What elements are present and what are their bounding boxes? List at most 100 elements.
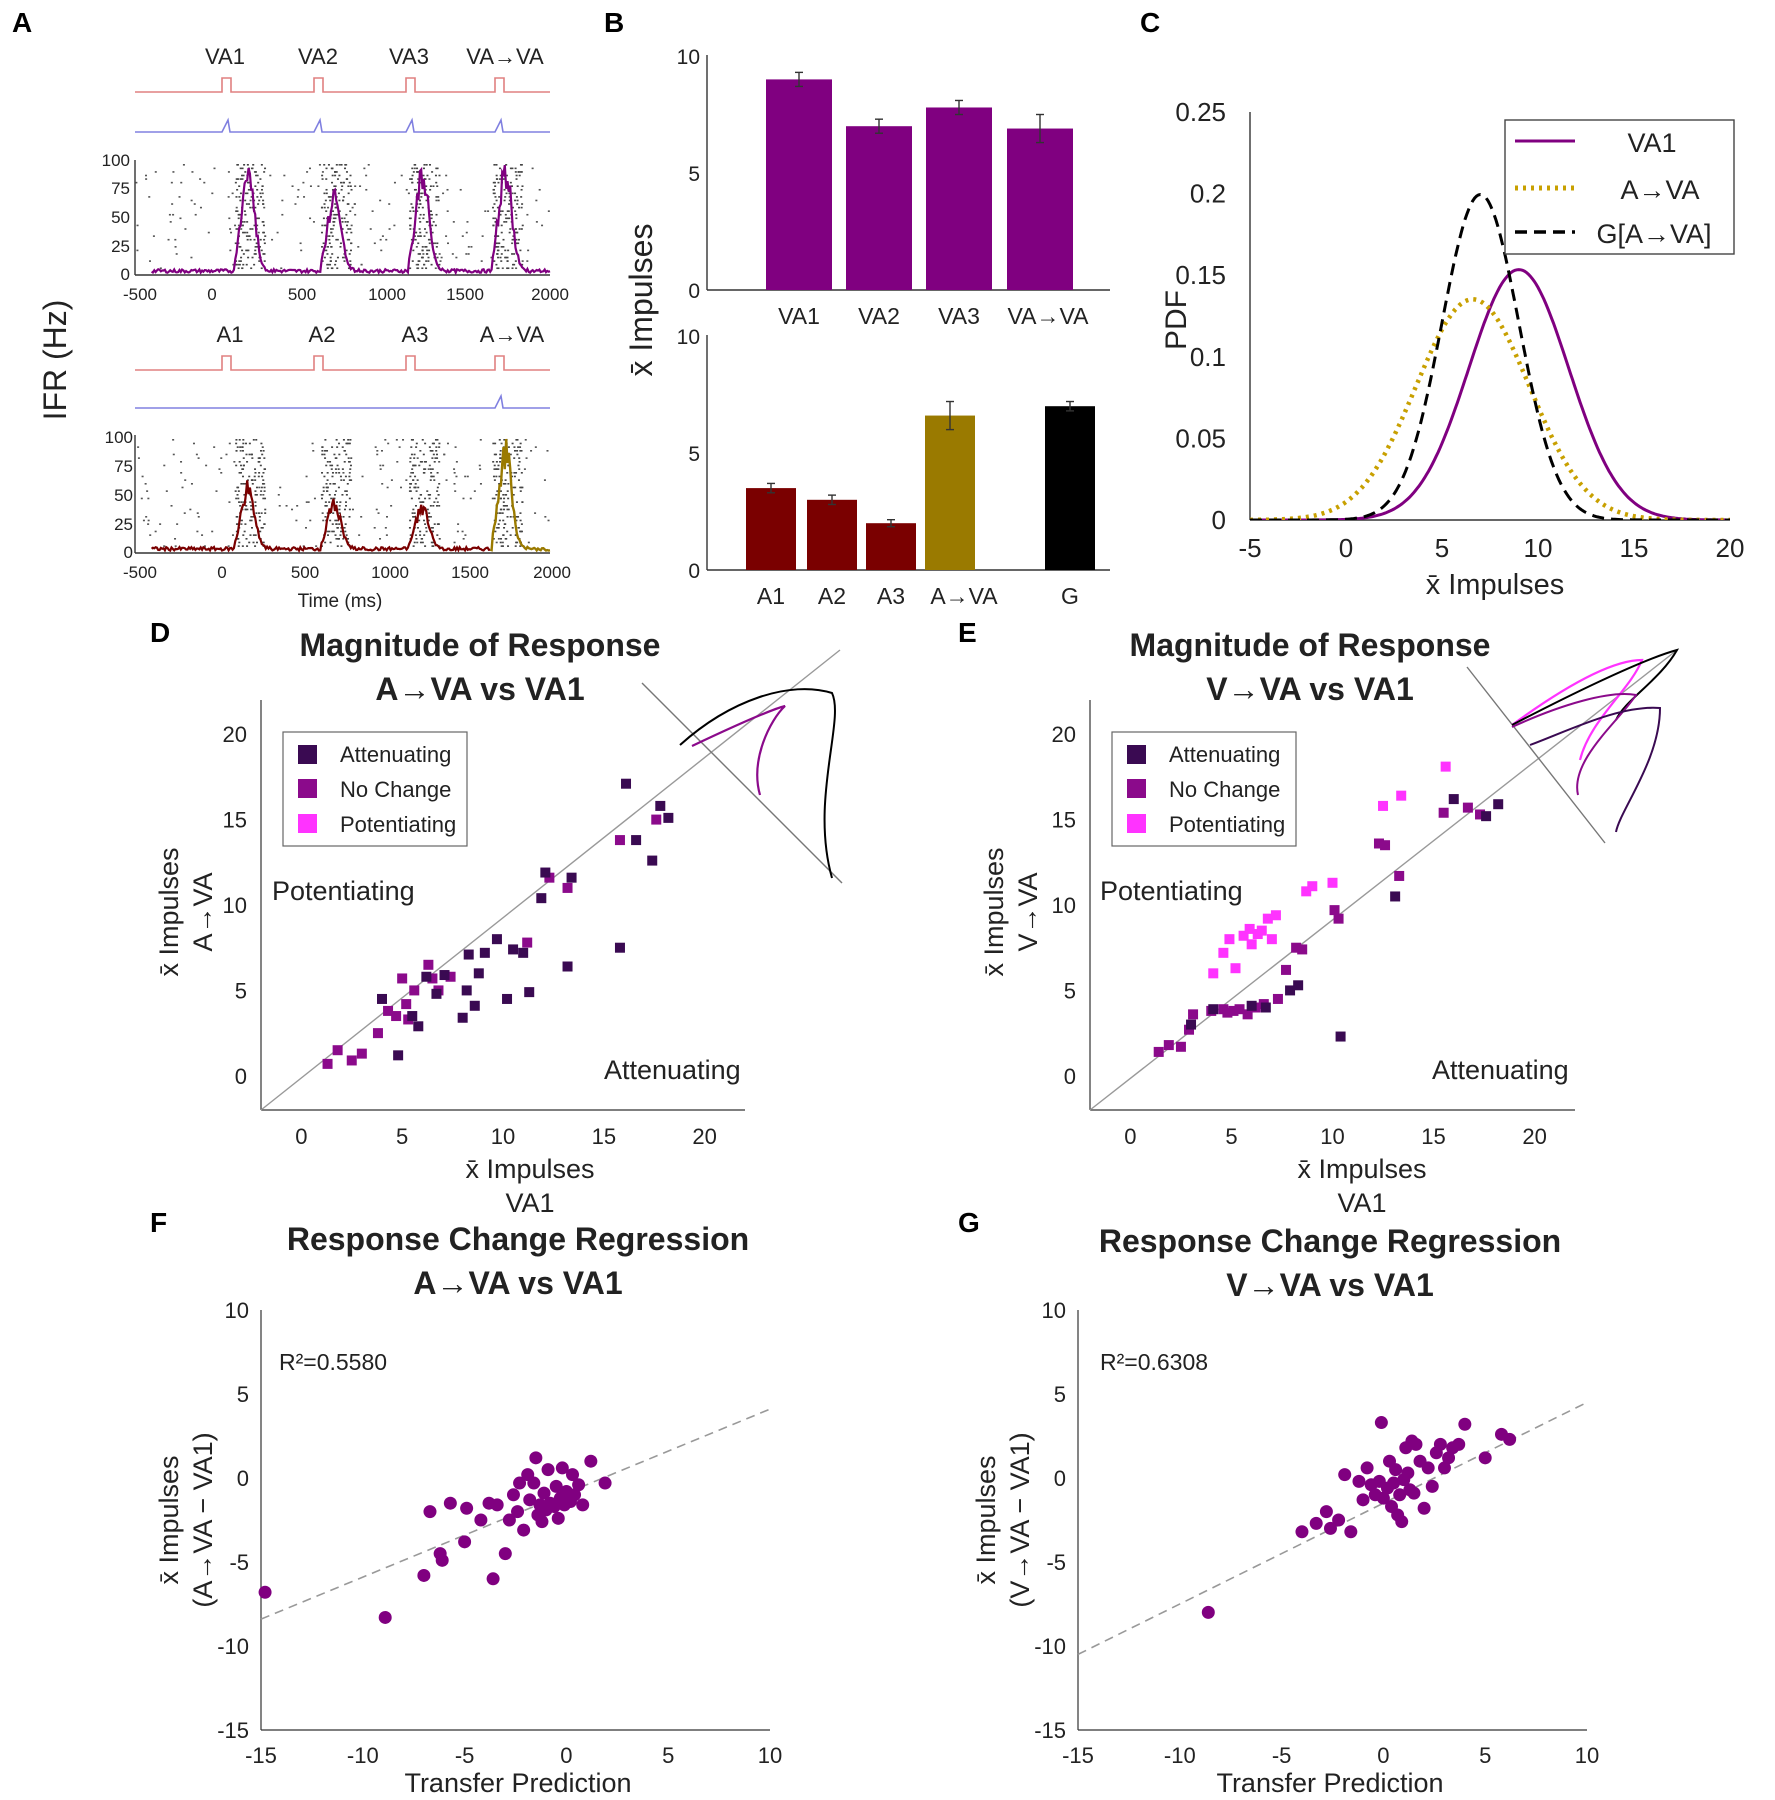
stim-label-a2: A2 (309, 322, 336, 347)
raster-spike (338, 505, 341, 507)
panel-e-inset-va (1511, 648, 1680, 726)
raster-spike (436, 486, 439, 489)
raster-spike (405, 188, 408, 191)
scatter-point (549, 1479, 563, 1493)
raster-spike (521, 224, 524, 227)
raster-spike (247, 235, 250, 237)
raster-spike (323, 224, 326, 227)
raster-spike (326, 263, 329, 266)
raster-spike (467, 246, 470, 248)
raster-spike (278, 505, 281, 507)
panel-b-ylabel: x̄ Impulses (623, 224, 659, 377)
raster-spike (235, 263, 238, 266)
raster-spike (414, 505, 417, 507)
scatter-point (1262, 913, 1273, 924)
raster-spike (342, 181, 345, 184)
raster-spike (240, 256, 243, 259)
raster-spike (420, 494, 423, 496)
raster-spike (258, 516, 261, 518)
tick: 10 (225, 1298, 249, 1323)
raster-spike (519, 249, 522, 252)
raster-spike (142, 519, 145, 522)
raster-spike (420, 196, 423, 198)
raster-spike (261, 475, 264, 478)
tick: -5 (1046, 1550, 1066, 1575)
raster-spike (393, 181, 396, 184)
raster-spike (496, 490, 499, 492)
raster-spike (424, 468, 427, 470)
raster-spike (347, 442, 350, 445)
raster-spike (345, 213, 348, 216)
raster-spike (518, 468, 521, 470)
raster-spike (331, 235, 334, 237)
raster-spike (514, 534, 517, 536)
raster-spike (190, 483, 193, 485)
bar-va2 (846, 126, 912, 290)
raster-spike (507, 508, 510, 511)
raster-spike (419, 461, 422, 463)
raster-spike (329, 228, 332, 230)
raster-spike (199, 178, 202, 180)
raster-spike (264, 468, 267, 470)
raster-spike (248, 541, 251, 544)
raster-spike (193, 203, 196, 205)
scatter-point (393, 1050, 404, 1061)
raster-spike (437, 196, 440, 198)
raster-spike (493, 164, 496, 166)
raster-spike (493, 453, 496, 456)
tick: 5 (396, 1124, 408, 1149)
raster-spike (380, 249, 383, 252)
raster-spike (244, 199, 247, 202)
scatter-point (1175, 1041, 1186, 1052)
raster-spike (442, 192, 445, 195)
raster-spike (238, 246, 241, 248)
tick: 0 (560, 1743, 572, 1768)
scatter-point (555, 1461, 569, 1475)
raster-spike (256, 224, 259, 227)
raster-spike (263, 523, 266, 525)
panel-a-top-stim-labels: VA1 VA2 VA3 VA→VA (205, 44, 544, 69)
raster-spike (507, 267, 510, 270)
raster-spike (492, 224, 495, 227)
raster-spike (504, 256, 507, 259)
scatter-point (1407, 1486, 1421, 1500)
panel-f-title-1: Response Change Regression (287, 1221, 749, 1257)
raster-spike (247, 256, 250, 259)
raster-spike (348, 516, 351, 518)
raster-spike (338, 164, 341, 166)
scatter-point (511, 1505, 525, 1519)
tick: 0 (688, 560, 700, 583)
raster-spike (416, 527, 419, 529)
raster-spike (417, 486, 420, 489)
scatter-point (631, 835, 642, 846)
panel-b-bottom-yticks: 10 5 0 (677, 326, 700, 583)
raster-spike (323, 192, 326, 195)
raster-spike (242, 442, 245, 445)
raster-spike (509, 167, 512, 170)
raster-spike (346, 178, 349, 180)
raster-spike (237, 213, 240, 216)
raster-spike (333, 453, 336, 456)
tick: 20 (223, 722, 247, 747)
raster-spike (357, 246, 360, 248)
raster-spike (338, 508, 341, 511)
raster-spike (419, 231, 422, 234)
scatter-point (508, 944, 519, 955)
raster-spike (235, 439, 238, 441)
raster-spike (409, 178, 412, 180)
raster-spike (321, 206, 324, 209)
raster-spike (349, 468, 352, 470)
tick: 15 (1421, 1124, 1445, 1149)
raster-spike (508, 217, 511, 220)
raster-spike (348, 472, 351, 474)
raster-spike (527, 541, 530, 544)
raster-spike (242, 483, 245, 485)
raster-spike (238, 541, 241, 544)
raster-spike (421, 249, 424, 252)
raster-spike (423, 164, 426, 166)
raster-spike (238, 260, 241, 262)
raster-spike (429, 468, 432, 470)
raster-spike (249, 508, 252, 511)
panel-a-bottom-stim-labels: A1 A2 A3 A→VA (217, 322, 545, 347)
raster-spike (324, 516, 327, 518)
